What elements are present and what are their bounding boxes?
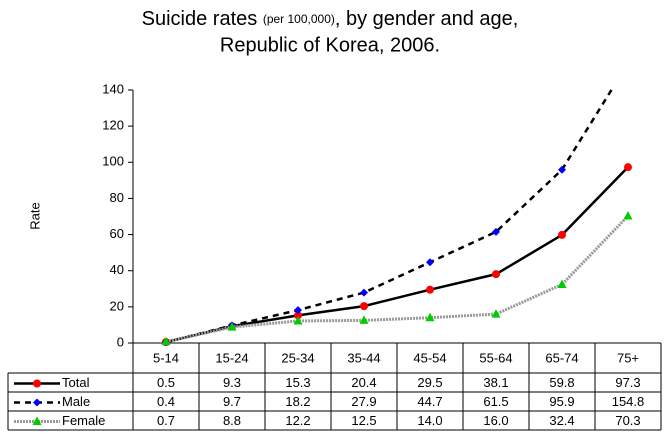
x-tick-label: 35-44	[347, 350, 380, 365]
x-tick-label: 15-24	[215, 350, 248, 365]
table-cell: 59.8	[549, 375, 574, 390]
x-tick-label: 25-34	[281, 350, 314, 365]
marker	[624, 59, 632, 67]
marker	[425, 312, 435, 322]
table-cell: 12.2	[285, 413, 310, 428]
table-cell: 32.4	[549, 413, 574, 428]
y-tick-label: 60	[110, 226, 124, 241]
title-rest: , by gender and age,	[335, 8, 518, 30]
table-cell: 27.9	[351, 394, 376, 409]
y-tick-label: 120	[102, 118, 124, 133]
y-tick-label: 0	[117, 334, 124, 349]
marker	[32, 416, 42, 425]
table-cell: 70.3	[615, 413, 640, 428]
table-cell: 0.7	[157, 413, 175, 428]
table-cell: 12.5	[351, 413, 376, 428]
table-cell: 15.3	[285, 375, 310, 390]
marker	[426, 285, 434, 294]
plot-area	[161, 59, 633, 346]
table-cell: 9.3	[223, 375, 241, 390]
table-cell: 20.4	[351, 375, 376, 390]
table-cell: 29.5	[417, 375, 442, 390]
marker	[359, 315, 369, 324]
table-cell: 8.8	[223, 413, 241, 428]
y-axis-label: Rate	[27, 202, 42, 229]
table-cell: 0.4	[157, 394, 175, 409]
x-tick-label: 65-74	[545, 350, 578, 365]
marker	[33, 379, 41, 388]
table-cell: 38.1	[483, 375, 508, 390]
table-cell: 18.2	[285, 394, 310, 409]
x-tick-label: 5-14	[153, 350, 179, 365]
legend-label: Male	[62, 394, 90, 409]
legend-label: Total	[62, 375, 90, 390]
marker	[294, 311, 302, 320]
y-tick-label: 100	[102, 154, 124, 169]
marker	[426, 258, 434, 267]
marker	[558, 230, 566, 239]
x-tick-label: 55-64	[479, 350, 512, 365]
table-cell: 97.3	[615, 375, 640, 390]
marker	[33, 398, 41, 407]
y-tick-label: 80	[110, 190, 124, 205]
chart-title-line2: Republic of Korea, 2006.	[220, 34, 440, 56]
x-tick-label: 45-54	[413, 350, 446, 365]
table-cell: 0.5	[157, 375, 175, 390]
y-tick-label: 140	[102, 81, 124, 96]
table-cell: 154.8	[612, 394, 645, 409]
marker	[294, 306, 302, 315]
x-tick-label: 75+	[617, 350, 639, 365]
series-line	[165, 88, 615, 344]
marker	[492, 227, 500, 236]
title-main: Suicide rates	[142, 8, 258, 30]
title-note: (per 100,000)	[263, 12, 335, 26]
chart-title: Suicide rates (per 100,000), by gender a…	[142, 8, 519, 30]
marker	[492, 270, 500, 279]
series-line	[165, 166, 629, 344]
table-cell: 9.7	[223, 394, 241, 409]
marker	[557, 279, 567, 288]
marker	[161, 336, 171, 346]
table-cell: 14.0	[417, 413, 442, 428]
table-cell: 44.7	[417, 394, 442, 409]
y-tick-label: 40	[110, 262, 124, 277]
marker	[491, 309, 501, 318]
marker	[360, 302, 368, 311]
marker	[558, 165, 566, 174]
legend-label: Female	[62, 413, 105, 428]
marker	[360, 288, 368, 297]
series-line	[165, 214, 630, 344]
table-cell: 16.0	[483, 413, 508, 428]
y-tick-label: 20	[110, 298, 124, 313]
table-cell: 95.9	[549, 394, 574, 409]
marker	[227, 322, 237, 331]
marker	[623, 210, 633, 220]
marker	[293, 315, 303, 325]
marker	[624, 163, 632, 172]
table-cell: 61.5	[483, 394, 508, 409]
